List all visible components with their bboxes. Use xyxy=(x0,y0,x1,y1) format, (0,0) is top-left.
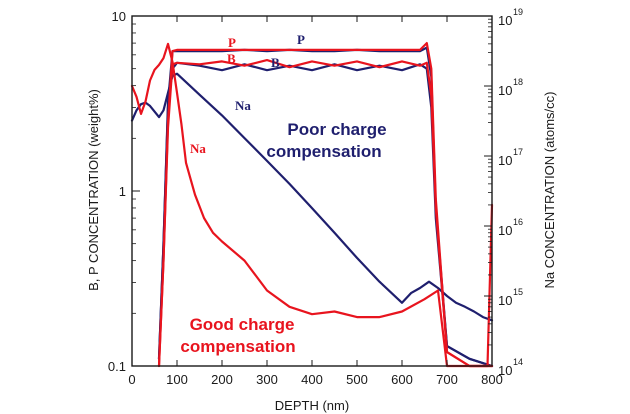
left-y-axis-label: B, P CONCENTRATION (weight%) xyxy=(86,89,101,291)
x-tick-label: 200 xyxy=(211,372,233,387)
right-tick-exponent: 19 xyxy=(513,7,523,17)
poor-compensation-title-line2: compensation xyxy=(266,142,381,161)
right-tick-exponent: 17 xyxy=(513,147,523,157)
good-compensation-title-line1: Good charge xyxy=(190,315,295,334)
poor-compensation-title-line1: Poor charge xyxy=(287,120,386,139)
x-tick-label: 300 xyxy=(256,372,278,387)
right-tick-label: 10 xyxy=(498,83,512,98)
x-tick-label: 500 xyxy=(346,372,368,387)
right-tick-exponent: 15 xyxy=(513,287,523,297)
left-tick-label: 10 xyxy=(112,9,126,24)
x-tick-label: 800 xyxy=(481,372,503,387)
good-compensation-title-line2: compensation xyxy=(180,337,295,356)
right-tick-label: 10 xyxy=(498,363,512,378)
x-tick-label: 600 xyxy=(391,372,413,387)
label-p-poor: P xyxy=(297,32,305,47)
label-b-poor: B xyxy=(271,55,280,70)
series-line-good-4 xyxy=(157,58,494,368)
left-tick-label: 0.1 xyxy=(108,359,126,374)
right-tick-label: 10 xyxy=(498,293,512,308)
label-p-good: P xyxy=(228,35,236,50)
right-tick-exponent: 18 xyxy=(513,77,523,87)
x-tick-label: 700 xyxy=(436,372,458,387)
right-tick-exponent: 14 xyxy=(513,357,523,367)
x-tick-label: 400 xyxy=(301,372,323,387)
x-tick-label: 100 xyxy=(166,372,188,387)
label-na-good: Na xyxy=(190,141,206,156)
right-tick-label: 10 xyxy=(498,13,512,28)
axis-ticks: 0 100 200 300 400 500 600 700 8000.1110101410151… xyxy=(108,7,523,387)
series-line-poor-2 xyxy=(130,72,494,322)
x-tick-label: 0 xyxy=(128,372,135,387)
series-line-good-5 xyxy=(130,42,494,368)
label-na-poor: Na xyxy=(235,98,251,113)
x-axis-label: DEPTH (nm) xyxy=(275,398,349,413)
label-b-good: B xyxy=(227,51,236,66)
left-tick-label: 1 xyxy=(119,184,126,199)
right-tick-exponent: 16 xyxy=(513,217,523,227)
right-y-axis-label: Na CONCENTRATION (atoms/cc) xyxy=(542,92,557,289)
right-tick-label: 10 xyxy=(498,223,512,238)
chart-series xyxy=(130,41,494,368)
right-tick-label: 10 xyxy=(498,153,512,168)
